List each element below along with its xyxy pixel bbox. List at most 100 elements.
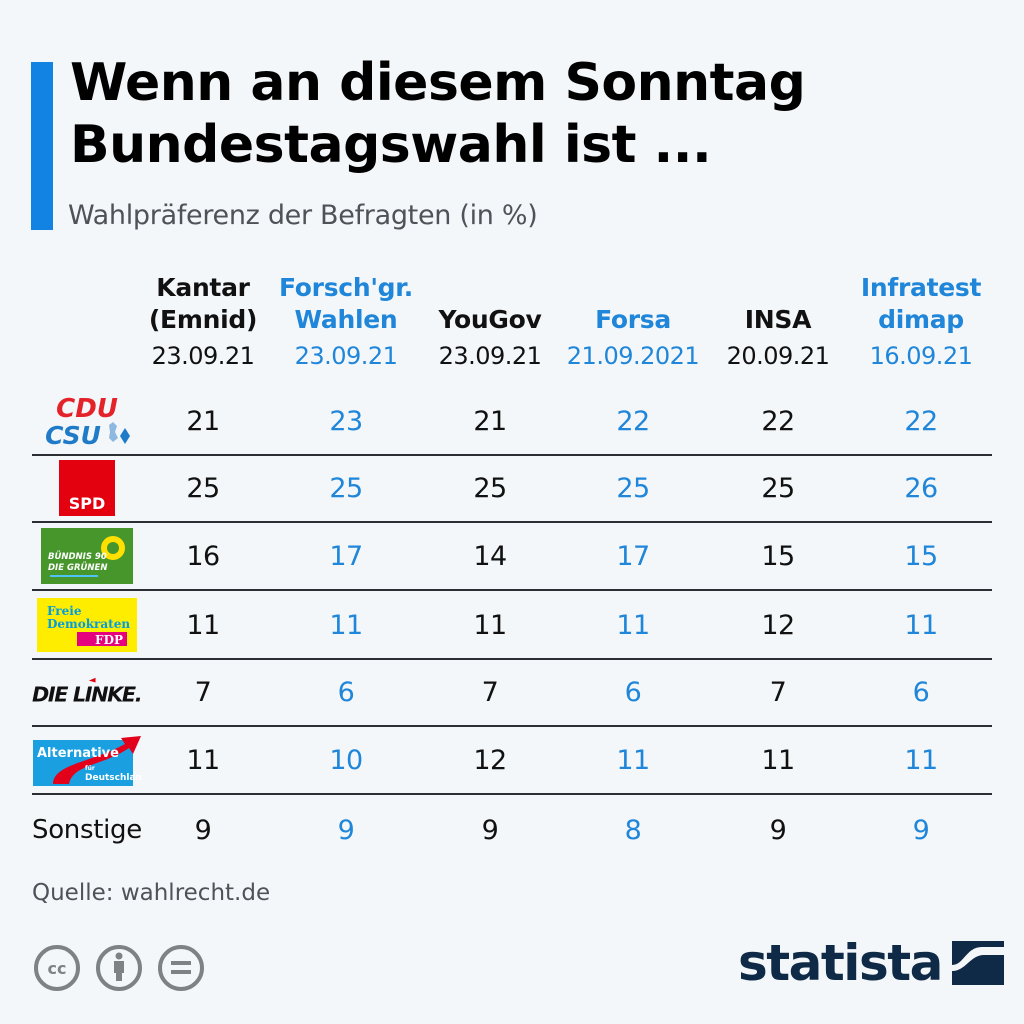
column-date: 23.09.21 (151, 342, 255, 370)
value-cell: 10 (329, 744, 363, 776)
value-cell: 25 (329, 472, 363, 504)
statista-mark-icon (951, 941, 1004, 985)
afd-logo: Alternative für Deutschland (32, 727, 142, 793)
cdu-csu-logo-graphic: CDU CSU (45, 394, 130, 450)
value-cell: 11 (616, 609, 650, 641)
svg-text:FDP: FDP (95, 633, 123, 647)
table-row: DIE LINKE. 7 6 7 6 7 6 (32, 659, 992, 727)
no-derivatives-icon[interactable] (156, 943, 206, 993)
fdp-logo-graphic: Freie Demokraten FDP (37, 598, 137, 652)
source-note: Quelle: wahlrecht.de (32, 880, 271, 906)
table-row: CDU CSU 21 23 21 22 22 22 (32, 388, 992, 456)
value-cell: 7 (769, 676, 787, 708)
row-divider (32, 454, 992, 456)
column-header: Kantar (Emnid) (128, 270, 278, 336)
value-cell: 21 (473, 405, 507, 437)
value-cell: 17 (616, 540, 650, 572)
value-cell: 23 (329, 405, 363, 437)
value-cell: 9 (912, 814, 930, 846)
table-row: Freie Demokraten FDP 11 11 11 11 12 11 (32, 592, 992, 660)
fdp-logo: Freie Demokraten FDP (32, 592, 142, 658)
title-line-1: Wenn an diesem Sonntag (70, 53, 806, 113)
value-cell: 17 (329, 540, 363, 572)
column-name-line-1: Forsch'gr. (279, 273, 413, 302)
value-cell: 6 (624, 676, 642, 708)
value-cell: 9 (769, 814, 787, 846)
statista-logo[interactable]: statista (738, 933, 1004, 993)
column-date: 23.09.21 (294, 342, 398, 370)
value-cell: 25 (616, 472, 650, 504)
value-cell: 15 (761, 540, 795, 572)
value-cell: 22 (904, 405, 938, 437)
svg-text:für: für (85, 765, 95, 772)
svg-text:CSU: CSU (45, 421, 101, 450)
svg-text:DIE LINKE.: DIE LINKE. (32, 682, 141, 706)
column-name-line-2: (Emnid) (148, 305, 258, 334)
cc-icon[interactable]: cc (32, 943, 82, 993)
column-header: INSA (703, 270, 853, 336)
table-row: Sonstige 9 9 9 8 9 9 (32, 797, 992, 865)
value-cell: 11 (904, 744, 938, 776)
column-header: Forsa (558, 270, 708, 336)
chart-subtitle: Wahlpräferenz der Befragten (in %) (68, 200, 538, 231)
svg-text:Freie: Freie (47, 604, 82, 618)
column-name-line-2: Forsa (595, 305, 671, 334)
svg-text:BÜNDNIS 90: BÜNDNIS 90 (48, 551, 107, 562)
value-cell: 16 (186, 540, 220, 572)
spd-logo: SPD (32, 455, 142, 521)
svg-text:DIE GRÜNEN: DIE GRÜNEN (48, 562, 107, 573)
value-cell: 7 (481, 676, 499, 708)
value-cell: 11 (329, 609, 363, 641)
value-cell: 9 (337, 814, 355, 846)
svg-text:Deutschland: Deutschland (85, 773, 141, 783)
value-cell: 11 (186, 609, 220, 641)
value-cell: 12 (473, 744, 507, 776)
value-cell: 25 (186, 472, 220, 504)
value-cell: 21 (186, 405, 220, 437)
value-cell: 6 (912, 676, 930, 708)
gruene-logo: BÜNDNIS 90 DIE GRÜNEN (32, 523, 142, 589)
statista-wordmark: statista (738, 934, 943, 992)
title-accent-bar (31, 62, 53, 230)
value-cell: 11 (616, 744, 650, 776)
value-cell: 15 (904, 540, 938, 572)
value-cell: 12 (761, 609, 795, 641)
title-line-2: Bundestagswahl ist ... (70, 115, 712, 175)
value-cell: 25 (761, 472, 795, 504)
value-cell: 11 (761, 744, 795, 776)
column-header: Forsch'gr. Wahlen (271, 270, 421, 336)
svg-text:CDU: CDU (56, 394, 118, 424)
column-date: 21.09.2021 (566, 342, 700, 370)
table-row: SPD 25 25 25 25 25 26 (32, 455, 992, 523)
gruene-logo-graphic: BÜNDNIS 90 DIE GRÜNEN (41, 528, 133, 584)
table-row: BÜNDNIS 90 DIE GRÜNEN 16 17 14 17 15 15 (32, 523, 992, 591)
license-icons: cc (32, 943, 206, 993)
value-cell: 11 (186, 744, 220, 776)
cdu-csu-logo: CDU CSU (32, 388, 142, 454)
afd-logo-graphic: Alternative für Deutschland (33, 736, 141, 786)
value-cell: 14 (473, 540, 507, 572)
spd-logo-graphic: SPD (59, 460, 115, 516)
value-cell: 9 (481, 814, 499, 846)
column-name-line-2: INSA (744, 305, 812, 334)
table-row: Alternative für Deutschland 11 10 12 11 11 11 (32, 727, 992, 795)
column-date: 20.09.21 (726, 342, 830, 370)
value-cell: 11 (473, 609, 507, 641)
value-cell: 25 (473, 472, 507, 504)
linke-logo-graphic: DIE LINKE. (32, 677, 142, 706)
column-name-line-2: YouGov (438, 305, 542, 334)
value-cell: 9 (194, 814, 212, 846)
value-cell: 7 (194, 676, 212, 708)
attribution-icon[interactable] (94, 943, 144, 993)
svg-text:Alternative: Alternative (37, 746, 119, 761)
column-name-line-1: Infratest (860, 273, 982, 302)
column-header: YouGov (415, 270, 565, 336)
svg-text:SPD: SPD (69, 494, 106, 513)
column-name-line-1: Kantar (156, 273, 250, 302)
svg-text:Demokraten: Demokraten (47, 617, 130, 631)
value-cell: 22 (761, 405, 795, 437)
value-cell: 8 (624, 814, 642, 846)
column-header: Infratest dimap (846, 270, 996, 336)
value-cell: 22 (616, 405, 650, 437)
column-date: 16.09.21 (869, 342, 973, 370)
